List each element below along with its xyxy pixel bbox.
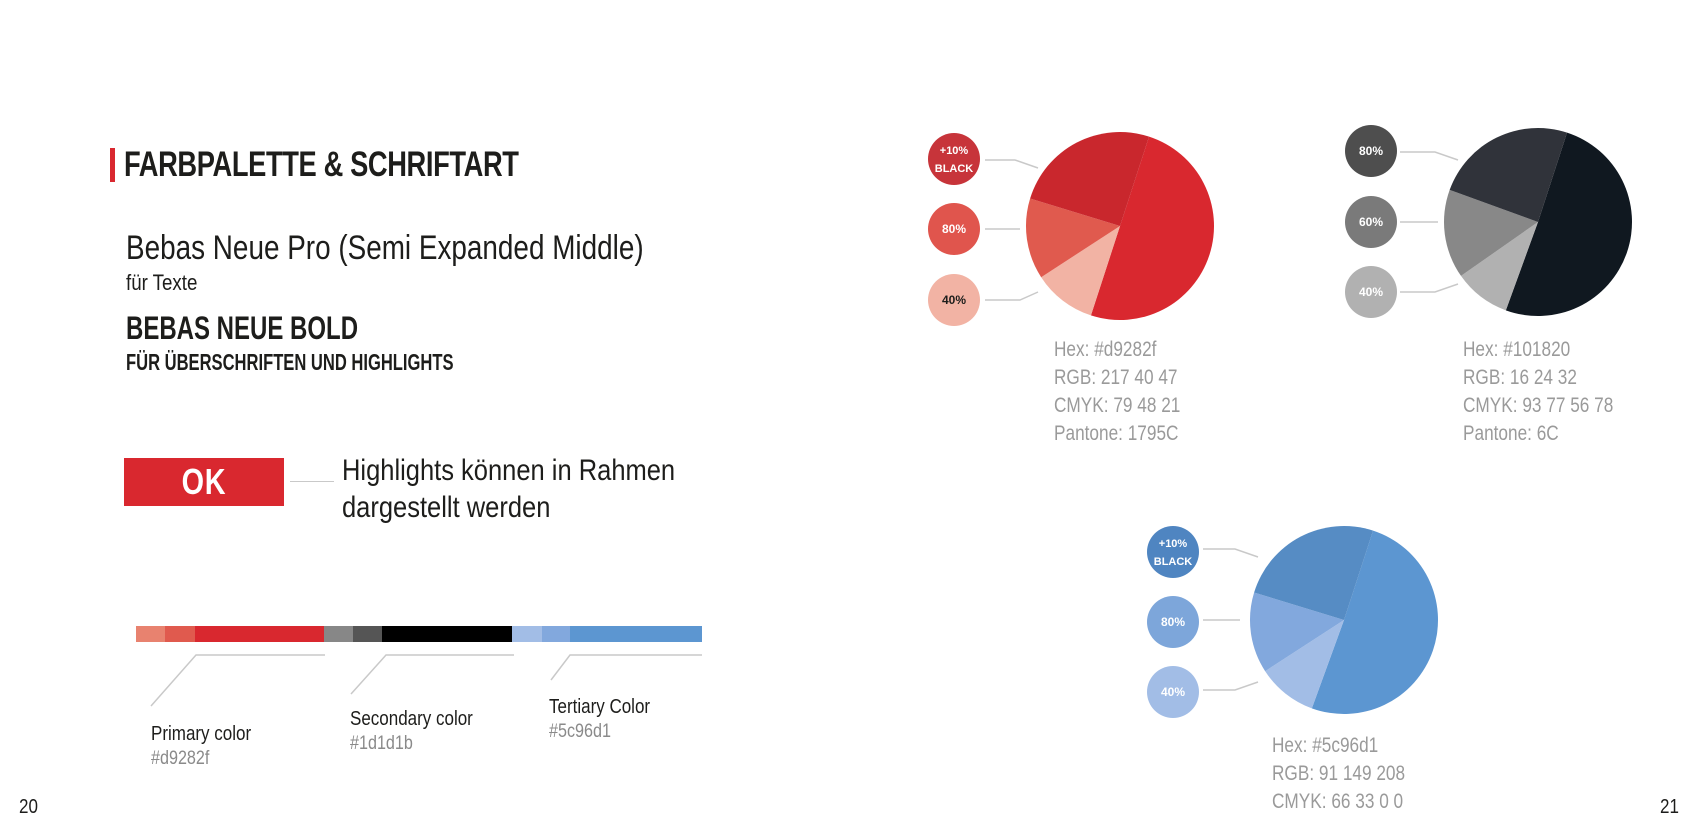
- legend-tertiary-hex: #5c96d1: [549, 721, 611, 742]
- info-cmyk: CMYK: 79 48 21: [1054, 394, 1181, 417]
- tint-circle-black-60: [1345, 196, 1397, 248]
- tint-label-blue-40: 40%: [1161, 685, 1185, 699]
- tint-connector: [985, 291, 1039, 301]
- legend-connector-secondary: [350, 654, 514, 695]
- highlight-example-label: OK: [181, 461, 227, 502]
- tint-label-red-black-1: +10%: [940, 145, 969, 157]
- palette-red: +10% BLACK 80% 40%: [928, 131, 1214, 326]
- pie-slice-black: [1254, 526, 1374, 620]
- palette-swatch: [353, 626, 382, 642]
- info-pantone: Pantone: 1795C: [1054, 422, 1179, 445]
- highlight-connector-line: [290, 481, 334, 482]
- info-pantone: Pantone: 6C: [1463, 422, 1559, 445]
- info-cmyk: CMYK: 66 33 0 0: [1272, 790, 1404, 813]
- palette-swatch: [382, 626, 512, 642]
- pie-black: [1444, 127, 1632, 316]
- tint-connector: [1203, 681, 1259, 691]
- legend-secondary-hex: #1d1d1b: [350, 733, 413, 754]
- tint-label-black-40: 40%: [1359, 285, 1383, 299]
- font-bold-name: Bebas Neue Bold: [126, 310, 359, 346]
- palette-swatch: [165, 626, 195, 642]
- pie-slice-main: [1311, 530, 1439, 715]
- tint-circle-blue-40: [1147, 666, 1199, 718]
- legend-connector-tertiary: [550, 654, 702, 681]
- font-regular-usage: für Texte: [126, 270, 198, 295]
- pie-slice-60: [1444, 189, 1538, 276]
- palette-black: 80% 60% 40%: [1345, 125, 1632, 318]
- page-title: Farbpalette & Schriftart: [124, 145, 519, 184]
- tint-circle-black-80: [1345, 125, 1397, 177]
- info-hex: Hex: #101820: [1463, 338, 1571, 361]
- info-hex: Hex: #5c96d1: [1272, 734, 1379, 757]
- pie-slice-80: [1449, 127, 1568, 222]
- palette-red-info: Hex: #d9282f RGB: 217 40 47 CMYK: 79 48 …: [1054, 336, 1208, 448]
- pie-slice-40: [1265, 620, 1344, 709]
- tint-circle-red-40: [928, 274, 980, 326]
- tint-label-red-black-2: BLACK: [935, 163, 974, 175]
- tint-connector: [1400, 151, 1459, 161]
- tint-label-red-40: 40%: [942, 293, 966, 307]
- highlight-description-line-2: dargestellt werden: [342, 491, 551, 524]
- font-regular-name: Bebas Neue Pro (Semi Expanded Middle): [126, 229, 644, 267]
- pie-slice-black: [1030, 131, 1150, 226]
- tint-connector: [1203, 548, 1259, 558]
- legend-connector-primary: [150, 654, 325, 707]
- tint-label-black-60: 60%: [1359, 215, 1383, 229]
- tint-label-black-80: 80%: [1359, 144, 1383, 158]
- title-accent-bar: [110, 148, 115, 182]
- pie-slice-main: [1090, 136, 1214, 320]
- tint-circle-red-black: [928, 133, 980, 185]
- palette-black-info: Hex: #101820 RGB: 16 24 32 CMYK: 93 77 5…: [1463, 336, 1646, 448]
- tint-label-red-80: 80%: [942, 222, 966, 236]
- pie-blue: [1250, 526, 1439, 715]
- palette-swatch: [324, 626, 353, 642]
- legend-tertiary-title: Tertiary Color: [549, 696, 651, 718]
- info-cmyk: CMYK: 93 77 56 78: [1463, 394, 1614, 417]
- pie-red: [1026, 131, 1214, 320]
- info-hex: Hex: #d9282f: [1054, 338, 1157, 361]
- tint-label-blue-80: 80%: [1161, 615, 1185, 629]
- info-rgb: RGB: 217 40 47: [1054, 366, 1178, 389]
- palette-blue-info: Hex: #5c96d1 RGB: 91 149 208 CMYK: 66 33…: [1272, 732, 1434, 816]
- legend-primary-title: Primary color: [151, 723, 252, 745]
- tint-label-blue-black-1: +10%: [1159, 538, 1188, 550]
- page-number-left: 20: [19, 796, 38, 818]
- palette-swatch: [512, 626, 542, 642]
- tint-connector: [1400, 283, 1459, 293]
- legend-secondary-title: Secondary color: [350, 708, 473, 730]
- pie-slice-40: [1460, 222, 1538, 311]
- tint-label-blue-black-2: BLACK: [1154, 556, 1193, 568]
- tint-circle-blue-black: [1147, 526, 1199, 578]
- palette-swatch: [542, 626, 570, 642]
- palette-swatch: [570, 626, 702, 642]
- highlight-description-line-1: Highlights können in Rahmen: [342, 454, 676, 487]
- palette-blue: +10% BLACK 80% 40%: [1147, 526, 1439, 718]
- font-bold-usage: für Überschriften und Highlights: [126, 349, 454, 375]
- tint-circle-red-80: [928, 203, 980, 255]
- pie-slice-80: [1250, 592, 1344, 672]
- legend-primary-hex: #d9282f: [151, 748, 210, 769]
- tint-connector: [985, 159, 1039, 169]
- pie-slice-40: [1041, 226, 1120, 316]
- highlight-example-box: OK: [124, 458, 284, 506]
- highlight-description: Highlights können in Rahmen dargestellt …: [342, 452, 699, 526]
- pie-slice-main: [1505, 132, 1632, 316]
- tint-circle-blue-80: [1147, 596, 1199, 648]
- tint-circle-black-40: [1345, 266, 1397, 318]
- pie-slice-80: [1026, 198, 1120, 278]
- palette-swatch: [136, 626, 165, 642]
- info-rgb: RGB: 91 149 208: [1272, 762, 1406, 785]
- page-number-right: 21: [1660, 796, 1679, 818]
- info-rgb: RGB: 16 24 32: [1463, 366, 1577, 389]
- palette-bar: [136, 626, 702, 642]
- palette-swatch: [195, 626, 324, 642]
